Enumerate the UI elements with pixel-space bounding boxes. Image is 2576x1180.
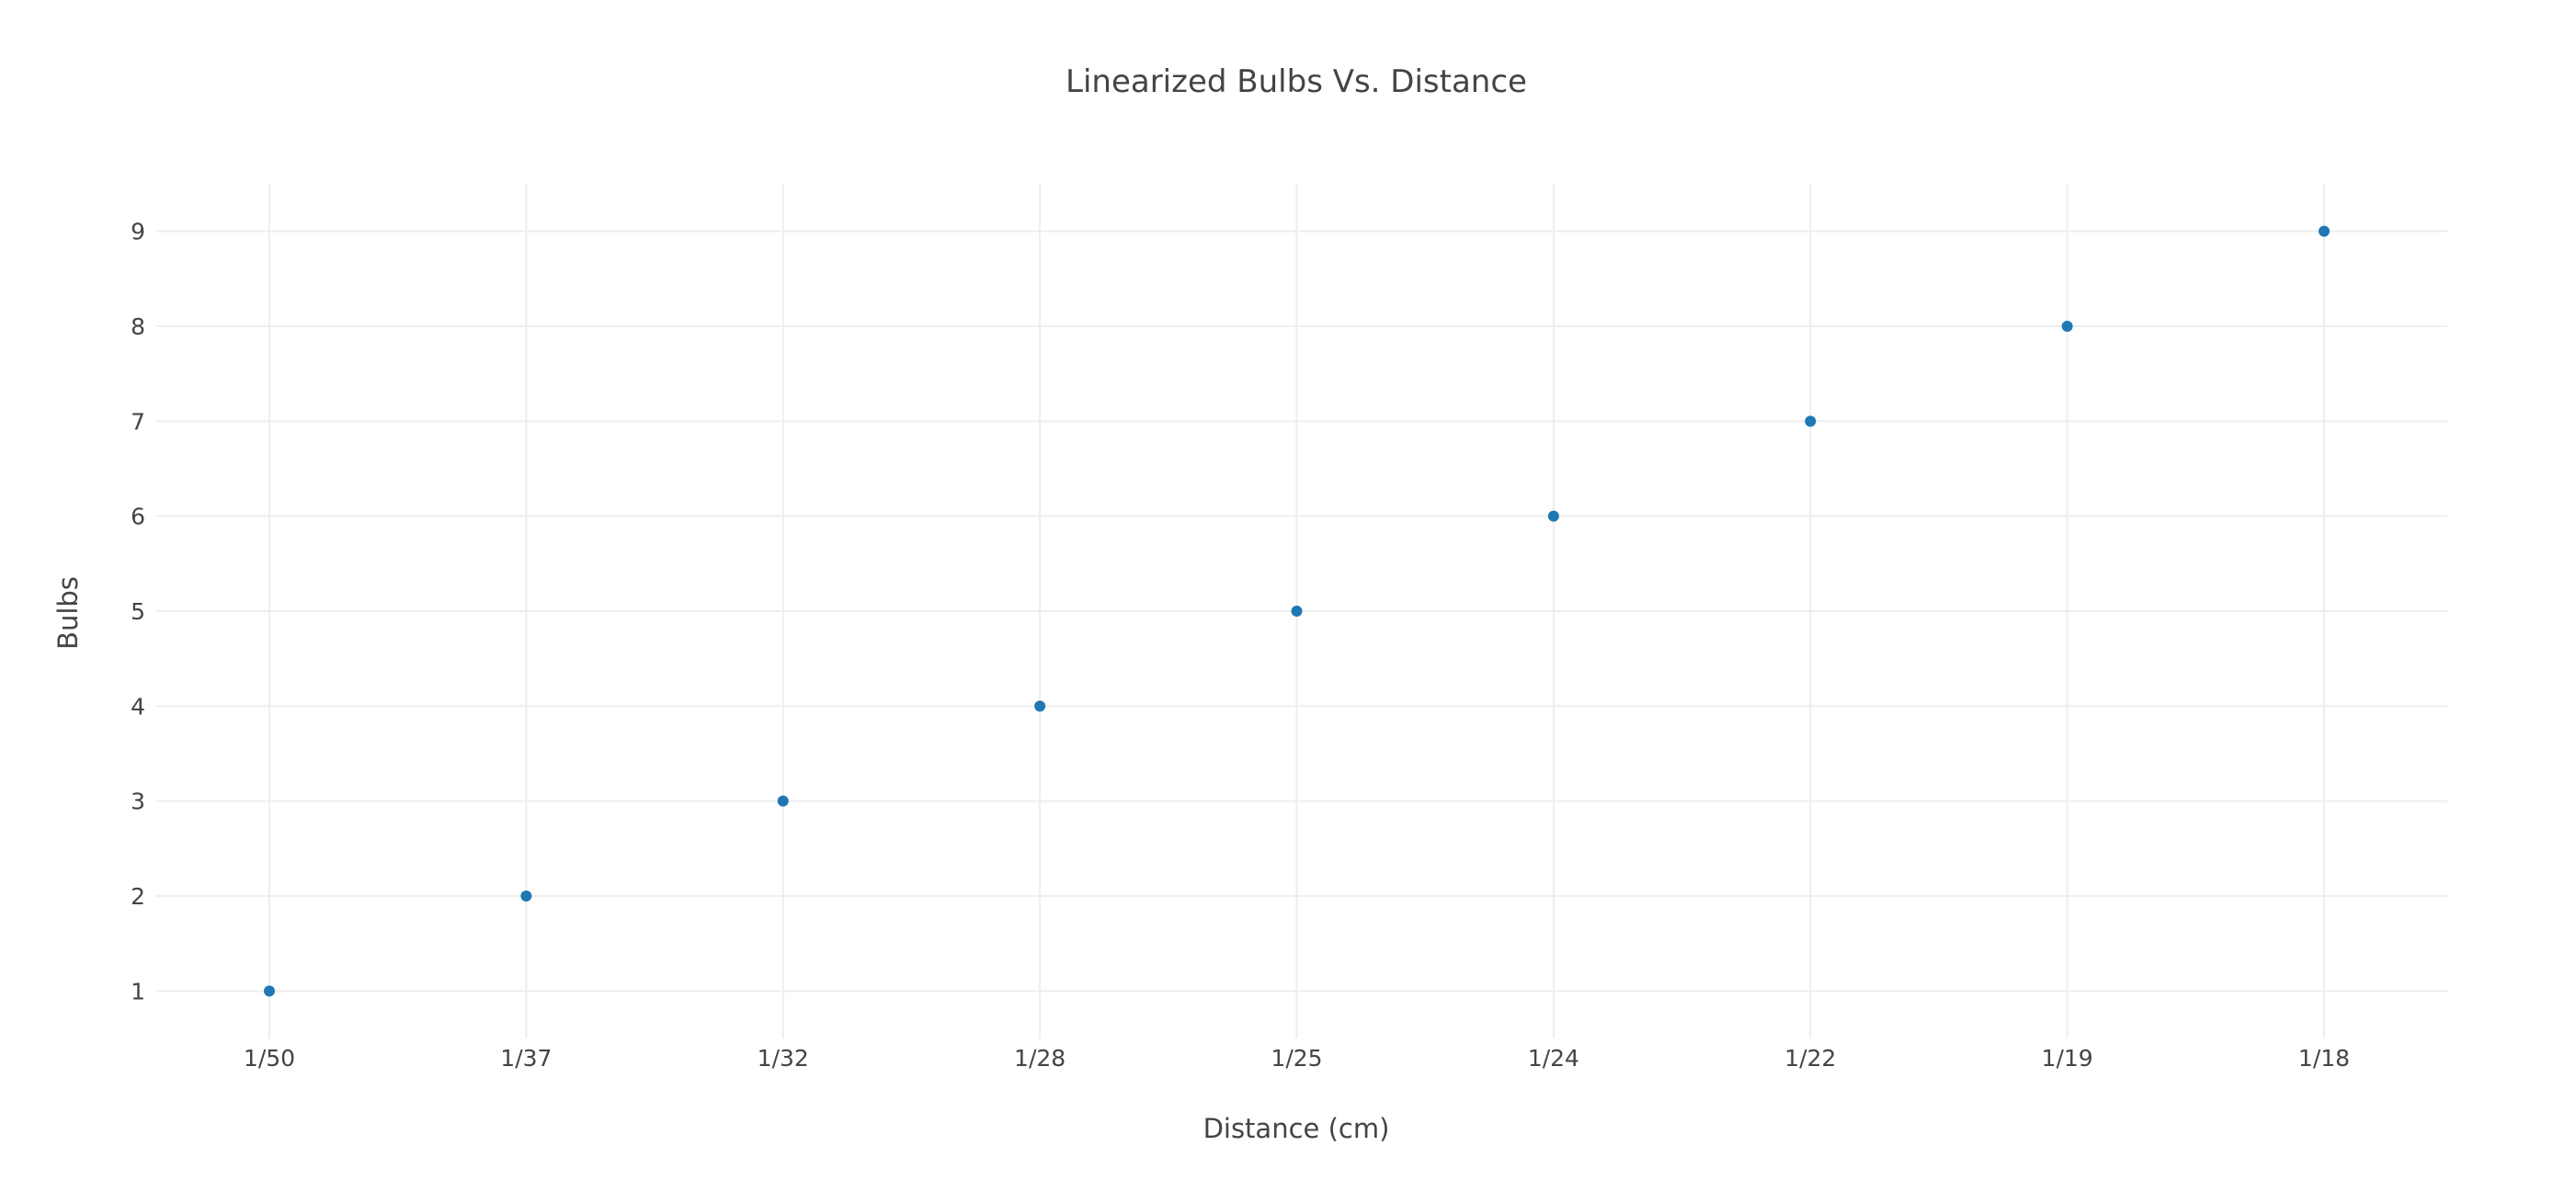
x-tick-label: 1/19	[2042, 1045, 2093, 1072]
chart-title: Linearized Bulbs Vs. Distance	[1066, 63, 1527, 100]
data-point[interactable]	[1805, 415, 1817, 427]
data-point[interactable]	[1034, 700, 1046, 712]
x-tick-label: 1/50	[244, 1045, 295, 1072]
x-tick-label: 1/28	[1014, 1045, 1066, 1072]
data-point[interactable]	[777, 795, 789, 807]
y-tick-label: 6	[131, 504, 145, 530]
x-axis-title: Distance (cm)	[1203, 1113, 1390, 1144]
data-point[interactable]	[2319, 225, 2330, 237]
data-point[interactable]	[1291, 606, 1303, 617]
tick-labels: 1/50 1/37 1/32 1/28 1/25 1/24 1/22 1/19 1/18 1 2 3 4…	[131, 219, 2350, 1072]
y-tick-label: 9	[131, 219, 145, 245]
x-tick-label: 1/18	[2298, 1045, 2350, 1072]
y-tick-label: 1	[131, 978, 145, 1004]
y-axis-title: Bulbs	[52, 576, 84, 650]
y-tick-label: 2	[131, 883, 145, 910]
y-tick-label: 3	[131, 789, 145, 815]
x-tick-label: 1/25	[1271, 1045, 1322, 1072]
y-tick-label: 8	[131, 313, 145, 340]
data-point[interactable]	[264, 985, 275, 997]
x-tick-label: 1/24	[1528, 1045, 1579, 1072]
y-tick-label: 7	[131, 408, 145, 435]
data-points	[264, 225, 2330, 997]
x-tick-label: 1/32	[758, 1045, 809, 1072]
data-point[interactable]	[2061, 321, 2073, 332]
data-point[interactable]	[1547, 510, 1559, 522]
x-tick-label: 1/37	[500, 1045, 552, 1072]
y-tick-label: 5	[131, 598, 145, 625]
y-tick-label: 4	[131, 693, 145, 720]
data-point[interactable]	[520, 891, 532, 902]
x-tick-label: 1/22	[1784, 1045, 1836, 1072]
